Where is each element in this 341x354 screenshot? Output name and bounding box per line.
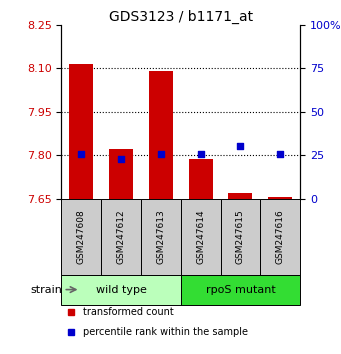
Text: strain: strain — [30, 285, 62, 295]
Bar — [61, 275, 181, 304]
Text: GSM247612: GSM247612 — [117, 209, 125, 264]
Bar — [189, 159, 212, 199]
Bar — [109, 149, 133, 199]
Bar — [181, 275, 300, 304]
Point — [238, 143, 243, 148]
Text: transformed count: transformed count — [83, 307, 174, 317]
Bar — [260, 199, 300, 275]
Text: GSM247614: GSM247614 — [196, 209, 205, 264]
Text: rpoS mutant: rpoS mutant — [206, 285, 275, 295]
Point — [158, 152, 164, 157]
Point — [278, 152, 283, 157]
Bar — [149, 70, 173, 199]
Bar — [221, 199, 260, 275]
Text: GSM247616: GSM247616 — [276, 209, 285, 264]
Title: GDS3123 / b1171_at: GDS3123 / b1171_at — [109, 10, 253, 24]
Bar — [69, 64, 93, 199]
Text: GSM247615: GSM247615 — [236, 209, 245, 264]
Bar — [181, 199, 221, 275]
Bar — [141, 199, 181, 275]
Bar — [101, 199, 141, 275]
Text: percentile rank within the sample: percentile rank within the sample — [83, 327, 248, 337]
Text: wild type: wild type — [95, 285, 147, 295]
Text: GSM247608: GSM247608 — [77, 209, 86, 264]
Text: GSM247613: GSM247613 — [156, 209, 165, 264]
Bar — [61, 199, 101, 275]
Point — [78, 152, 84, 157]
Point — [198, 152, 203, 157]
Bar — [268, 197, 292, 199]
Point — [118, 157, 124, 162]
Bar — [228, 193, 252, 199]
